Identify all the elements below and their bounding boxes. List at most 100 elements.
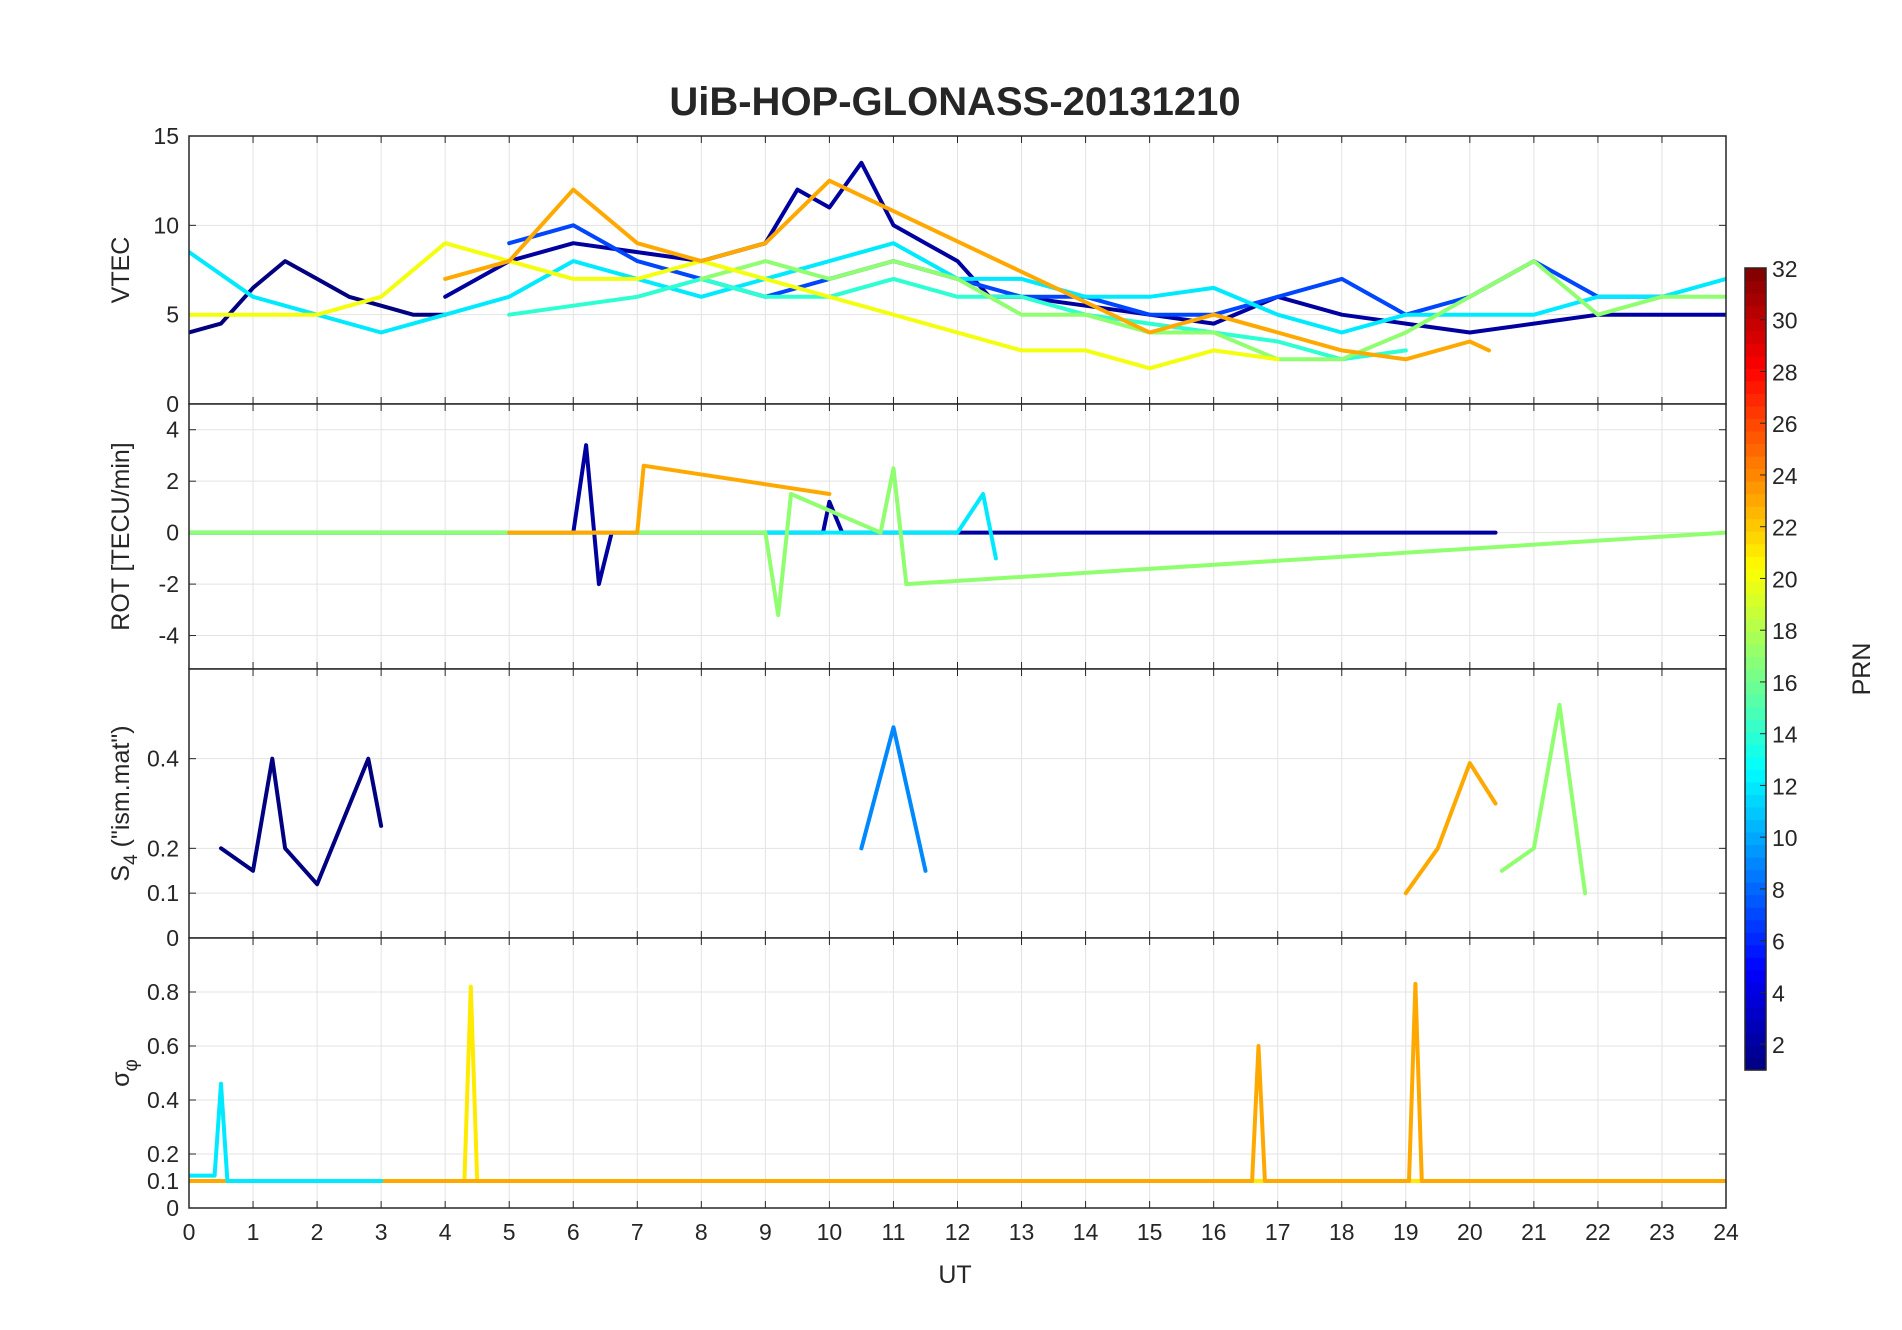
colorbar-swatch (1745, 631, 1766, 645)
colorbar-swatch (1745, 869, 1766, 883)
y-tick-label: -4 (159, 623, 180, 649)
colorbar-tick-label: 18 (1772, 618, 1798, 644)
colorbar-swatch (1745, 355, 1766, 369)
colorbar-swatch (1745, 706, 1766, 720)
y-tick-label: 0.2 (147, 835, 179, 861)
colorbar-swatch (1745, 481, 1766, 495)
colorbar-swatch (1745, 393, 1766, 407)
y-axis-label-text: ROT [TECU/min] (107, 442, 135, 630)
x-tick-label: 10 (817, 1219, 843, 1245)
series-group (189, 981, 1726, 1183)
colorbar-swatch (1745, 982, 1766, 996)
series-line-prn-17 (189, 466, 1726, 617)
x-axis-label: UT (938, 1261, 971, 1289)
x-tick-label: 0 (183, 1219, 196, 1245)
colorbar-tick-label: 22 (1772, 515, 1798, 541)
colorbar-swatch (1745, 932, 1766, 946)
x-tick-label: 4 (439, 1219, 452, 1245)
colorbar-swatch (1745, 856, 1766, 871)
y-tick-label: 4 (166, 417, 179, 443)
y-axis-label-suffix: ("ism.mat") (107, 725, 135, 854)
colorbar-swatch (1745, 418, 1766, 432)
colorbar-tick-label: 20 (1772, 566, 1798, 592)
y-tick-label: 0.1 (147, 880, 179, 906)
colorbar-swatch (1745, 994, 1766, 1008)
x-tick-label: 2 (311, 1219, 324, 1245)
colorbar-swatch (1745, 957, 1766, 971)
x-tick-label: 18 (1329, 1219, 1355, 1245)
colorbar-swatch (1745, 656, 1766, 670)
y-tick-label: 0 (166, 391, 179, 417)
colorbar-swatch (1745, 468, 1766, 482)
colorbar-tick-label: 26 (1772, 411, 1798, 437)
y-tick-label: 10 (153, 212, 179, 238)
x-tick-label: 23 (1649, 1219, 1675, 1245)
y-axis-label: VTEC (107, 237, 135, 304)
y-axis-label-text: S (107, 865, 135, 882)
colorbar-label: PRN (1848, 643, 1876, 696)
series-line-prn-20 (189, 241, 1280, 371)
colorbar-swatch (1745, 919, 1766, 933)
colorbar-swatch (1745, 794, 1766, 808)
colorbar-swatch (1745, 293, 1766, 307)
series-line-prn-17 (699, 259, 1726, 362)
x-tick-label: 16 (1201, 1219, 1227, 1245)
series-group (189, 443, 1726, 617)
colorbar-swatch (1745, 368, 1766, 382)
colorbar-swatch (1745, 593, 1766, 607)
colorbar-swatch (1745, 305, 1766, 319)
y-tick-label: 0 (166, 520, 179, 546)
colorbar-swatch (1745, 343, 1766, 357)
colorbar-swatch (1745, 831, 1766, 846)
y-tick-label: 0.1 (147, 1168, 179, 1194)
y-tick-label: 0.4 (147, 1087, 179, 1113)
colorbar-swatch (1745, 694, 1766, 708)
x-tick-label: 12 (945, 1219, 971, 1245)
colorbar-swatch (1745, 330, 1766, 344)
series-line-prn-14 (507, 276, 1408, 362)
colorbar-tick-label: 8 (1772, 877, 1785, 903)
x-tick-label: 13 (1009, 1219, 1035, 1245)
colorbar-tick-label: 16 (1772, 670, 1798, 696)
colorbar-tick-label: 12 (1772, 773, 1798, 799)
series-line-prn-9 (859, 725, 928, 873)
colorbar-swatch (1745, 568, 1766, 582)
colorbar-swatch (1745, 1057, 1766, 1071)
x-tick-label: 1 (247, 1219, 260, 1245)
y-tick-label: 0 (166, 925, 179, 951)
colorbar-swatch (1745, 744, 1766, 758)
x-tick-label: 6 (567, 1219, 580, 1245)
colorbar-swatch (1745, 819, 1766, 833)
x-tick-label: 7 (631, 1219, 644, 1245)
series-line-prn-12 (189, 1081, 384, 1183)
colorbar-swatch (1745, 844, 1766, 858)
colorbar-swatch (1745, 455, 1766, 470)
x-tick-label: 15 (1137, 1219, 1163, 1245)
axes-box (188, 937, 1727, 1209)
colorbar-swatch (1745, 556, 1766, 570)
colorbar-swatch (1745, 268, 1766, 282)
colorbar-swatch (1745, 731, 1766, 745)
colorbar-swatch (1745, 606, 1766, 620)
panel-3: 00.10.20.4S4 ("ism.mat") (107, 668, 1727, 951)
y-axis-label: S4 ("ism.mat") (107, 725, 142, 881)
colorbar-swatch (1745, 518, 1766, 532)
colorbar-tick-label: 14 (1772, 722, 1798, 748)
x-tick-label: 20 (1457, 1219, 1483, 1245)
y-tick-label: 5 (166, 302, 179, 328)
y-tick-label: 0 (166, 1195, 179, 1221)
series-line-prn-1 (219, 756, 384, 887)
y-tick-label: -2 (159, 571, 179, 597)
x-tick-label: 14 (1073, 1219, 1099, 1245)
colorbar-swatch (1745, 1032, 1766, 1046)
y-axis-label-subscript: φ (121, 1059, 142, 1071)
colorbar-tick-label: 6 (1772, 929, 1785, 955)
colorbar-swatch (1745, 769, 1766, 783)
colorbar-frame (1744, 267, 1767, 1071)
x-tick-label: 5 (503, 1219, 516, 1245)
colorbar-swatch (1745, 669, 1766, 683)
series-group (219, 702, 1588, 896)
